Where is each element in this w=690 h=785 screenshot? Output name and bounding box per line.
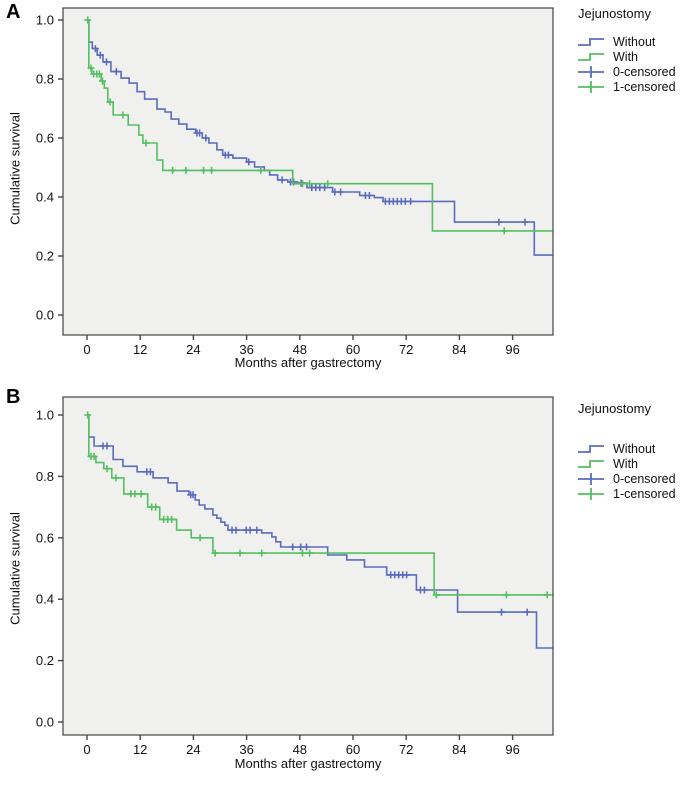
censor-plus-icon bbox=[578, 487, 604, 500]
x-axis-title-a: Months after gastrectomy bbox=[234, 355, 382, 370]
x-tick-label: 24 bbox=[186, 342, 200, 357]
legend-item-label: With bbox=[613, 456, 638, 471]
legend-items-b: Without With 0-censored 1-censored bbox=[576, 441, 688, 501]
x-tick-label: 36 bbox=[239, 342, 253, 357]
legend-item-with: With bbox=[576, 456, 688, 471]
x-axis-title-b: Months after gastrectomy bbox=[234, 756, 382, 771]
legend-b: Jejunostomy Without With 0-censored 1-censo… bbox=[576, 401, 688, 501]
plot-background bbox=[62, 396, 554, 736]
panel-label-a: A bbox=[6, 1, 21, 23]
y-tick-label: 0.8 bbox=[36, 469, 54, 484]
x-axis-ticks: 0 12 24 36 48 60 72 84 96 bbox=[83, 335, 520, 357]
survival-curve-without bbox=[87, 19, 553, 256]
legend-item-label: Without bbox=[613, 34, 656, 49]
legend-a: Jejunostomy Without With 0-censored 1-censo… bbox=[576, 6, 688, 94]
legend-item-without: Without bbox=[576, 34, 688, 49]
x-tick-label: 84 bbox=[452, 742, 466, 757]
x-tick-label: 48 bbox=[293, 742, 307, 757]
legend-item-label: With bbox=[613, 49, 638, 64]
x-axis-ticks: 0 12 24 36 48 60 72 84 96 bbox=[83, 735, 520, 757]
x-tick-label: 60 bbox=[346, 742, 360, 757]
x-tick-label: 48 bbox=[293, 342, 307, 357]
y-tick-label: 1.0 bbox=[36, 408, 54, 423]
step-line-icon bbox=[578, 37, 604, 46]
censor-plus-icon bbox=[578, 80, 604, 93]
survival-curve-without bbox=[87, 414, 553, 649]
x-tick-label: 72 bbox=[399, 742, 413, 757]
x-tick-label: 84 bbox=[452, 342, 466, 357]
x-tick-label: 60 bbox=[346, 342, 360, 357]
y-tick-label: 0.8 bbox=[36, 72, 54, 87]
panel-label-b: B bbox=[6, 386, 21, 408]
y-tick-label: 1.0 bbox=[36, 13, 54, 28]
legend-item-1-censored: 1-censored bbox=[576, 486, 688, 501]
step-line-icon bbox=[578, 444, 604, 453]
y-tick-label: 0.2 bbox=[36, 249, 54, 264]
plot-background bbox=[62, 7, 554, 336]
x-tick-label: 12 bbox=[133, 742, 147, 757]
censor-marks-with bbox=[84, 16, 508, 235]
x-tick-label: 96 bbox=[505, 742, 519, 757]
x-tick-label: 72 bbox=[399, 342, 413, 357]
legend-item-label: 1-censored bbox=[613, 486, 676, 501]
y-tick-label: 0.4 bbox=[36, 592, 54, 607]
x-tick-label: 12 bbox=[133, 342, 147, 357]
step-line-icon bbox=[578, 459, 604, 468]
y-tick-label: 0.2 bbox=[36, 653, 54, 668]
plot-area-a: 0 12 24 36 48 60 72 84 96 0.0 0.2 0.4 0.6 0.8 1.0 bbox=[36, 7, 554, 357]
legend-items-a: Without With 0-censored 1-censored bbox=[576, 34, 688, 94]
y-tick-label: 0.0 bbox=[36, 715, 54, 730]
y-axis-ticks: 0.0 0.2 0.4 0.6 0.8 1.0 bbox=[36, 13, 63, 323]
x-tick-label: 36 bbox=[239, 742, 253, 757]
legend-item-label: 0-censored bbox=[613, 64, 676, 79]
y-tick-label: 0.6 bbox=[36, 131, 54, 146]
legend-item-label: Without bbox=[613, 441, 656, 456]
legend-item-0-censored: 0-censored bbox=[576, 64, 688, 79]
censor-plus-icon bbox=[578, 65, 604, 78]
legend-item-without: Without bbox=[576, 441, 688, 456]
legend-item-with: With bbox=[576, 49, 688, 64]
y-tick-label: 0.0 bbox=[36, 308, 54, 323]
x-tick-label: 0 bbox=[83, 742, 90, 757]
x-tick-label: 0 bbox=[83, 342, 90, 357]
legend-title-b: Jejunostomy bbox=[578, 401, 651, 416]
censor-marks-with bbox=[84, 411, 551, 599]
censor-plus-icon bbox=[578, 472, 604, 485]
legend-item-label: 0-censored bbox=[613, 471, 676, 486]
y-axis-ticks: 0.0 0.2 0.4 0.6 0.8 1.0 bbox=[36, 408, 63, 730]
legend-item-0-censored: 0-censored bbox=[576, 471, 688, 486]
x-tick-label: 24 bbox=[186, 742, 200, 757]
legend-item-1-censored: 1-censored bbox=[576, 79, 688, 94]
legend-title-a: Jejunostomy bbox=[578, 6, 651, 21]
survival-curve-with bbox=[87, 414, 553, 596]
legend-item-label: 1-censored bbox=[613, 79, 676, 94]
x-tick-label: 96 bbox=[505, 342, 519, 357]
y-tick-label: 0.6 bbox=[36, 530, 54, 545]
y-tick-label: 0.4 bbox=[36, 190, 54, 205]
plot-area-b: 0 12 24 36 48 60 72 84 96 0.0 0.2 0.4 0.6 0.8 1.0 bbox=[36, 396, 554, 757]
step-line-icon bbox=[578, 52, 604, 61]
censor-marks-without bbox=[99, 442, 531, 616]
